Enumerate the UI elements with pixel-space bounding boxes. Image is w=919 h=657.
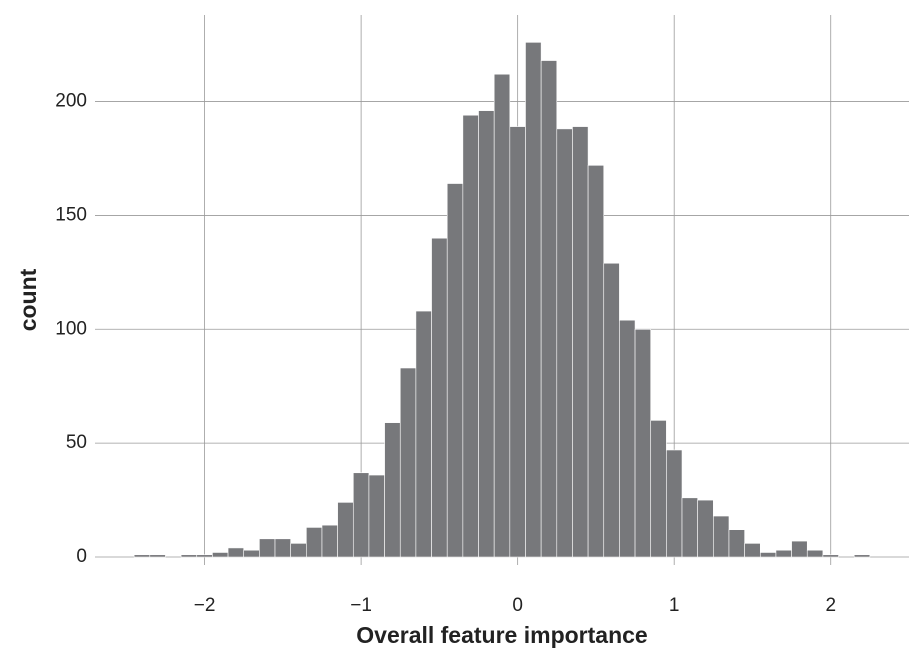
bar bbox=[525, 42, 542, 558]
bar bbox=[290, 543, 307, 558]
bar bbox=[587, 165, 605, 558]
bar bbox=[853, 554, 871, 558]
bar bbox=[227, 547, 245, 558]
bar bbox=[478, 110, 495, 558]
bar bbox=[399, 367, 417, 558]
bar bbox=[446, 183, 464, 558]
bar bbox=[666, 449, 683, 558]
bar bbox=[321, 524, 338, 558]
bar bbox=[556, 128, 573, 558]
bar bbox=[368, 474, 385, 558]
bar bbox=[384, 422, 401, 558]
bar bbox=[728, 529, 745, 558]
bar bbox=[806, 549, 824, 558]
bar bbox=[759, 552, 777, 558]
y-axis-title: count bbox=[15, 268, 41, 331]
x-axis-title: Overall feature importance bbox=[356, 622, 647, 648]
x-tick-label: 0 bbox=[512, 595, 523, 616]
bar bbox=[352, 472, 370, 558]
bar bbox=[274, 538, 291, 558]
bar bbox=[431, 237, 448, 558]
bar bbox=[744, 543, 761, 558]
bar bbox=[462, 114, 479, 558]
bar bbox=[791, 540, 808, 558]
bar bbox=[306, 527, 323, 558]
bar bbox=[681, 497, 698, 558]
y-tick-label: 50 bbox=[66, 432, 87, 453]
x-tick-label: 1 bbox=[669, 595, 680, 616]
y-tick-label: 100 bbox=[55, 318, 87, 339]
bar bbox=[713, 515, 730, 558]
bar bbox=[149, 554, 166, 558]
y-tick-label: 200 bbox=[55, 91, 87, 112]
x-tick-label: 2 bbox=[825, 595, 836, 616]
bar bbox=[212, 552, 229, 558]
bar bbox=[180, 554, 198, 558]
x-tick-label: −1 bbox=[350, 595, 372, 616]
bar bbox=[493, 73, 511, 558]
bar bbox=[634, 328, 652, 558]
x-tick-label: −2 bbox=[194, 595, 216, 616]
y-tick-label: 0 bbox=[76, 546, 87, 567]
bar bbox=[697, 499, 714, 558]
bar bbox=[650, 420, 667, 558]
bar bbox=[196, 554, 213, 558]
bar bbox=[509, 126, 526, 558]
y-tick-label: 150 bbox=[55, 204, 87, 225]
bar bbox=[259, 538, 276, 558]
bar bbox=[822, 554, 839, 558]
bar bbox=[415, 310, 432, 558]
bar bbox=[133, 554, 151, 558]
bar bbox=[243, 549, 260, 558]
bar bbox=[619, 319, 636, 558]
bar bbox=[540, 60, 558, 558]
bar bbox=[603, 262, 620, 558]
bar bbox=[572, 126, 589, 558]
bar bbox=[337, 502, 354, 558]
bar bbox=[775, 549, 792, 558]
